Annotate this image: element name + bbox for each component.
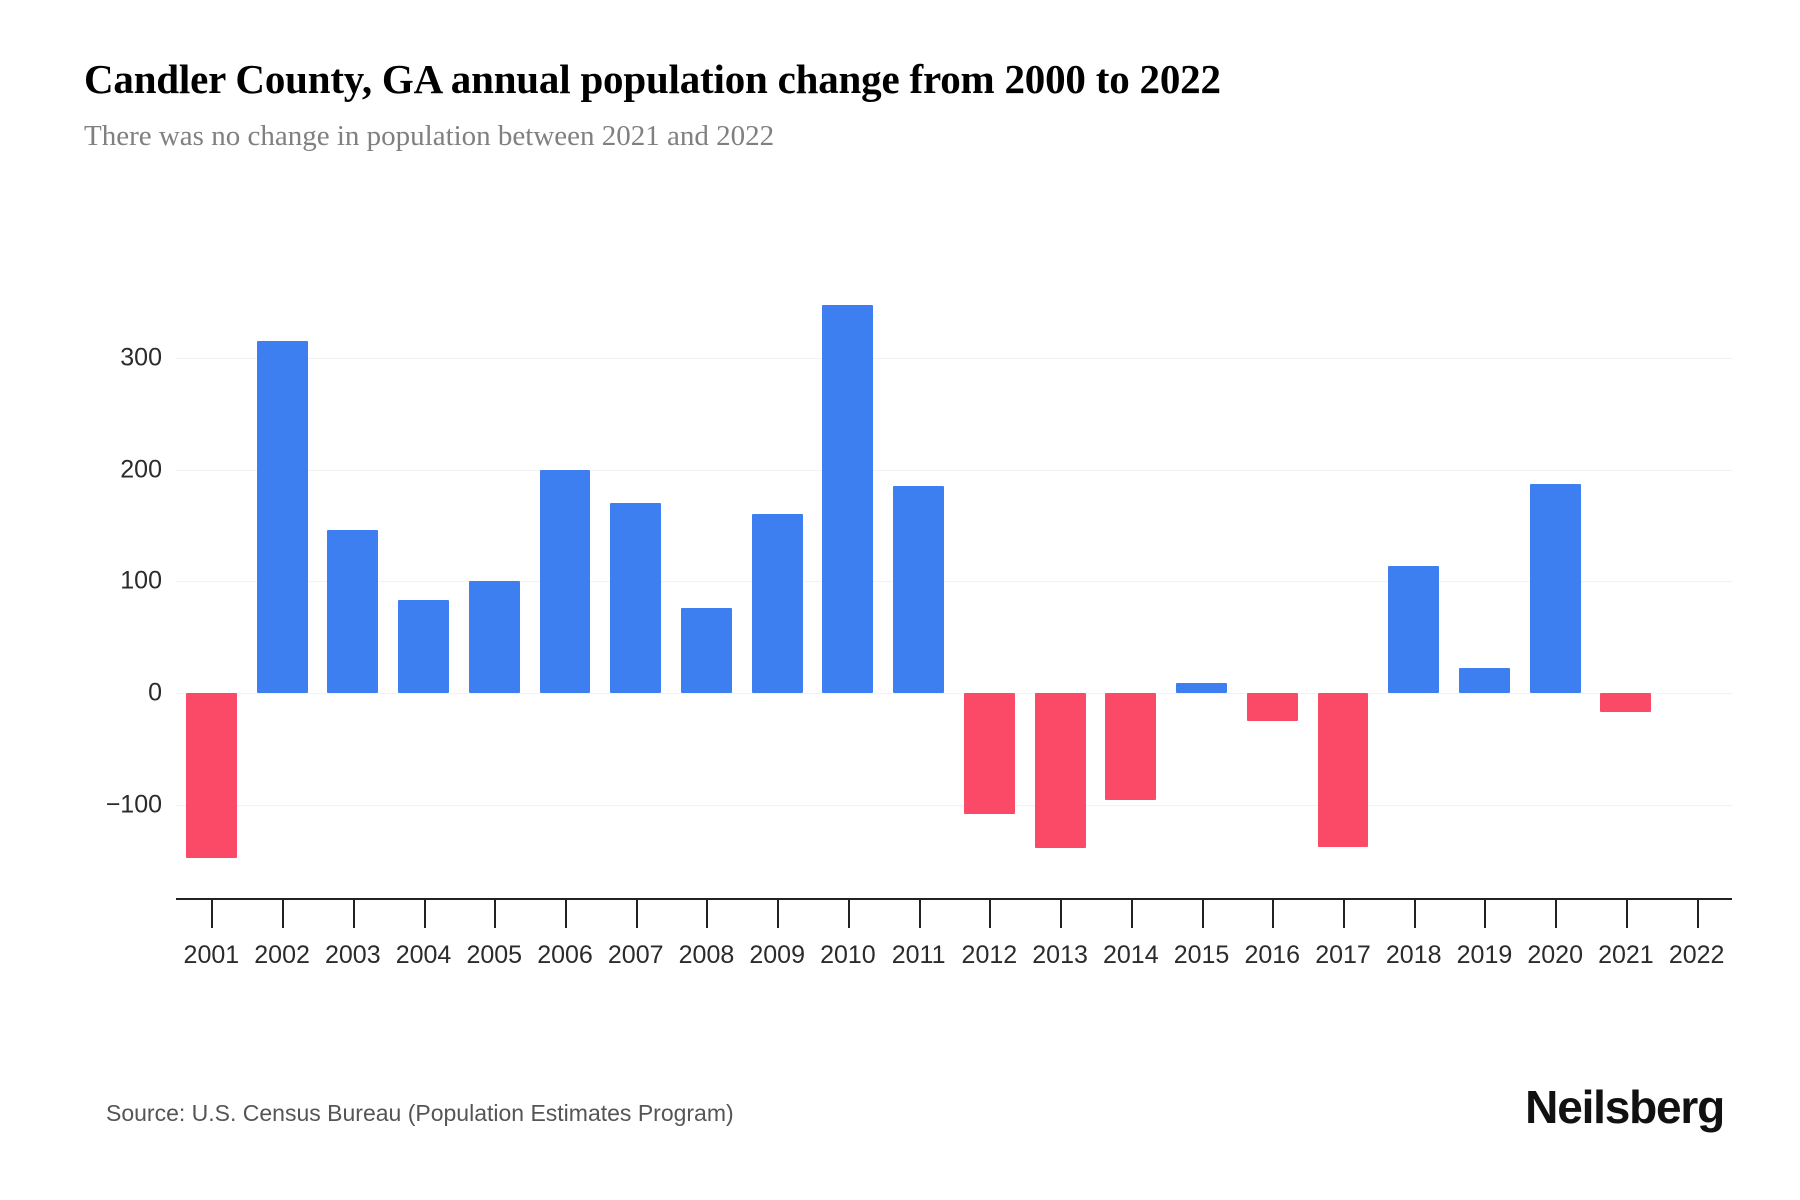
y-axis-tick-label: 0 (148, 678, 162, 707)
x-axis-tick-label-2001: 2001 (183, 941, 240, 969)
x-axis-tick-2020 (1555, 900, 1558, 928)
y-axis-tick-label: 100 (120, 566, 162, 595)
x-axis-tick-2003 (352, 900, 355, 928)
y-axis-tick-label: 200 (120, 455, 162, 484)
y-axis-tick-label: 300 (120, 343, 162, 372)
x-axis-tick-label-2019: 2019 (1456, 941, 1513, 969)
chart-plot-area: 300 200 100 0 −100 (106, 250, 1732, 898)
x-axis-tick-2010 (847, 900, 850, 928)
x-axis-line (176, 898, 1732, 900)
x-axis-tick-2022 (1696, 900, 1699, 928)
bar-2007[interactable] (610, 503, 662, 693)
bar-2010[interactable] (822, 305, 874, 693)
x-axis-tick-label-2017: 2017 (1315, 941, 1371, 969)
bar-2012[interactable] (963, 693, 1015, 814)
bar-2018[interactable] (1388, 565, 1440, 693)
x-axis-tick-2021 (1625, 900, 1628, 928)
x-axis-tick-label-2022: 2022 (1668, 941, 1725, 969)
bar-2020[interactable] (1529, 484, 1581, 693)
bar-2014[interactable] (1105, 693, 1157, 801)
x-axis-tick-label-2013: 2013 (1032, 941, 1088, 969)
gridline-0 (176, 693, 1732, 694)
x-axis-tick-2011 (918, 900, 921, 928)
gridline-200 (176, 469, 1732, 471)
x-axis-tick-label-2014: 2014 (1103, 941, 1159, 969)
bar-2015[interactable] (1176, 682, 1227, 693)
x-axis-tick-label-2005: 2005 (466, 941, 523, 969)
bar-2009[interactable] (751, 514, 803, 693)
x-axis-tick-2004 (423, 900, 426, 928)
x-axis-tick-2001 (211, 900, 214, 928)
x-axis-tick-2017 (1343, 900, 1345, 928)
x-axis-tick-label-2021: 2021 (1598, 941, 1654, 969)
chart-subtitle: There was no change in population betwee… (84, 120, 775, 152)
x-axis-tick-label-2011: 2011 (891, 941, 946, 969)
bar-2021[interactable] (1600, 693, 1652, 712)
x-axis-tick-label-2009: 2009 (749, 941, 805, 969)
x-axis-tick-label-2010: 2010 (820, 941, 876, 969)
source-note: Source: U.S. Census Bureau (Population E… (106, 1100, 734, 1126)
x-axis-tick-2016 (1272, 900, 1275, 928)
x-axis-tick-label-2020: 2020 (1527, 941, 1583, 969)
x-axis-tick-label-2007: 2007 (607, 941, 664, 969)
bar-2019[interactable] (1458, 668, 1510, 693)
x-axis-tick-2009 (777, 900, 780, 928)
x-axis-tick-2013 (1060, 900, 1063, 928)
bar-2001[interactable] (185, 693, 237, 859)
x-axis-tick-2007 (635, 900, 638, 928)
bar-2004[interactable] (398, 600, 449, 693)
x-axis-tick-label-2003: 2003 (325, 941, 381, 969)
bar-2011[interactable] (893, 486, 945, 693)
x-axis-tick-2014 (1130, 900, 1133, 928)
x-axis-tick-2012 (989, 900, 992, 928)
x-axis-tick-label-2012: 2012 (961, 941, 1018, 969)
gridline-300 (176, 357, 1732, 359)
bar-2013[interactable] (1034, 693, 1086, 849)
gridline-100 (176, 581, 1732, 583)
x-axis-tick-label-2008: 2008 (678, 941, 735, 969)
page-title: Candler County, GA annual population cha… (84, 56, 1221, 102)
x-axis-tick-2008 (706, 900, 709, 928)
x-axis-tick-2006 (565, 900, 567, 928)
gridline--100 (176, 804, 1732, 806)
bar-2016[interactable] (1246, 693, 1298, 721)
x-axis-tick-2002 (282, 900, 285, 928)
x-axis-tick-2018 (1413, 900, 1416, 928)
x-axis-tick-label-2004: 2004 (395, 941, 452, 969)
x-axis-tick-2015 (1201, 900, 1204, 928)
bar-2003[interactable] (327, 529, 379, 693)
x-axis-tick-2005 (494, 900, 497, 928)
x-axis-tick-label-2016: 2016 (1244, 941, 1301, 969)
x-axis-tick-2019 (1484, 900, 1487, 928)
bar-2006[interactable] (539, 469, 591, 693)
bar-2002[interactable] (256, 341, 308, 693)
bar-2017[interactable] (1317, 693, 1369, 848)
x-axis-tick-label-2002: 2002 (254, 941, 310, 969)
x-axis-tick-label-2015: 2015 (1173, 941, 1230, 969)
x-axis-tick-label-2006: 2006 (537, 941, 593, 969)
bar-2005[interactable] (468, 581, 520, 693)
brand-logo: Neilsberg (1525, 1081, 1725, 1133)
y-axis-tick-label: −100 (105, 790, 162, 819)
x-axis-tick-label-2018: 2018 (1385, 941, 1442, 969)
bar-2008[interactable] (680, 608, 732, 693)
